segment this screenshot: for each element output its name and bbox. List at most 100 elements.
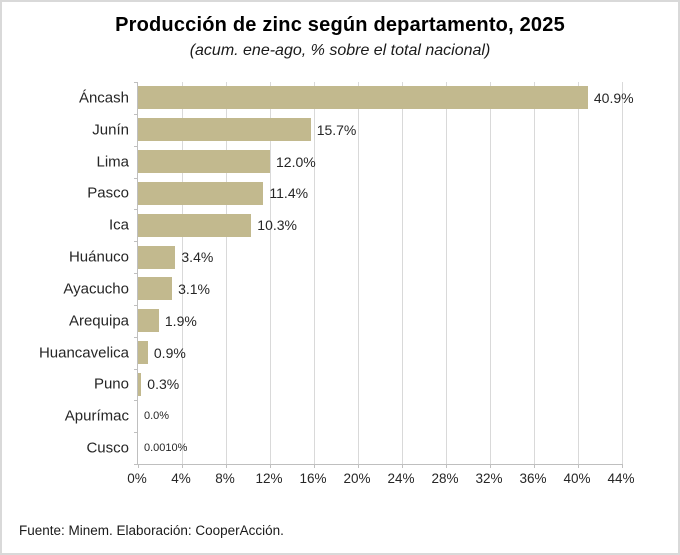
bar bbox=[138, 181, 264, 205]
bar bbox=[138, 245, 176, 269]
y-axis-tick bbox=[134, 368, 138, 370]
category-label: Cusco bbox=[86, 439, 129, 457]
bar-value-label: 40.9% bbox=[593, 89, 634, 106]
x-axis-tick bbox=[490, 464, 491, 468]
bar-value-label: 3.1% bbox=[178, 280, 211, 297]
y-axis-tick bbox=[134, 82, 138, 83]
y-axis-tick bbox=[134, 336, 138, 338]
category-label: Junín bbox=[92, 121, 129, 139]
x-axis-tick-label: 36% bbox=[519, 471, 547, 486]
bar bbox=[138, 341, 148, 365]
bar bbox=[138, 277, 173, 301]
x-axis-tick-label: 28% bbox=[431, 471, 459, 486]
y-axis-tick bbox=[134, 113, 138, 115]
x-axis-tick-label: 40% bbox=[563, 471, 591, 486]
x-axis: 0% 4% 8% 12% 16% 20% 24% 28% 32% 36% 40% 44% bbox=[127, 471, 634, 489]
bar bbox=[138, 118, 311, 142]
bar bbox=[138, 150, 270, 174]
y-axis-tick bbox=[134, 304, 138, 306]
bar-value-label: 0.3% bbox=[147, 376, 180, 393]
x-axis-tick-label: 24% bbox=[387, 471, 415, 486]
chart-title: Producción de zinc según departamento, 2… bbox=[115, 14, 565, 36]
y-axis-tick bbox=[134, 432, 138, 434]
y-axis-tick bbox=[134, 464, 138, 465]
category-label: Ica bbox=[108, 216, 129, 234]
x-axis-tick-label: 4% bbox=[171, 471, 191, 486]
bar-row: Puno 0.3% bbox=[94, 369, 622, 401]
gridline bbox=[402, 82, 403, 464]
bar-value-label: 11.4% bbox=[269, 185, 309, 202]
category-label: Apurímac bbox=[64, 407, 129, 425]
y-axis-tick bbox=[134, 145, 138, 147]
x-axis-tick bbox=[226, 464, 227, 468]
bar-row: Áncash 40.9% bbox=[79, 82, 634, 114]
category-label: Arequipa bbox=[68, 312, 129, 330]
x-axis-tick bbox=[358, 464, 359, 468]
bar-row: Apurímac 0.0% bbox=[65, 400, 622, 432]
gridline bbox=[622, 82, 623, 464]
bar-value-label: 0.9% bbox=[153, 344, 186, 361]
x-axis-tick-label: 0% bbox=[127, 471, 147, 486]
y-axis-tick bbox=[134, 177, 138, 179]
gridline bbox=[578, 82, 579, 464]
bar-value-label: 0.0% bbox=[144, 410, 170, 423]
gridline bbox=[490, 82, 491, 464]
gridline bbox=[358, 82, 359, 464]
chart-subtitle: (acum. ene-ago, % sobre el total naciona… bbox=[189, 42, 491, 59]
bar-row: Lima 12.0% bbox=[96, 146, 622, 178]
bar-row: Cusco 0.0010% bbox=[86, 432, 622, 464]
gridline bbox=[534, 82, 535, 464]
source-note: Fuente: Minem. Elaboración: CooperAcción… bbox=[19, 523, 284, 538]
bar-value-label: 3.4% bbox=[181, 249, 214, 266]
y-axis-tick bbox=[134, 241, 138, 243]
category-label: Pasco bbox=[87, 184, 129, 202]
x-axis-tick-label: 12% bbox=[255, 471, 283, 486]
gridline bbox=[270, 82, 271, 464]
category-label: Lima bbox=[96, 153, 129, 171]
gridline bbox=[314, 82, 315, 464]
bar-row: Ica 10.3% bbox=[109, 209, 622, 241]
x-axis-tick bbox=[182, 464, 183, 468]
x-axis-tick-label: 16% bbox=[299, 471, 327, 486]
x-axis-tick bbox=[402, 464, 403, 468]
bar-row: Huancavelica 0.9% bbox=[39, 337, 622, 369]
y-axis-tick bbox=[134, 400, 138, 402]
bar-value-label: 1.9% bbox=[164, 312, 197, 329]
category-label: Áncash bbox=[78, 89, 129, 107]
bar bbox=[138, 86, 588, 110]
x-axis-tick-label: 20% bbox=[343, 471, 371, 486]
gridline bbox=[182, 82, 183, 464]
x-axis-tick bbox=[446, 464, 447, 468]
bar-value-label: 10.3% bbox=[257, 217, 297, 234]
bar-row: Ayacucho 3.1% bbox=[63, 273, 622, 305]
category-label: Puno bbox=[93, 375, 129, 393]
x-axis-tick bbox=[314, 464, 315, 468]
x-axis-tick-label: 8% bbox=[215, 471, 235, 486]
bar bbox=[138, 309, 159, 333]
bar bbox=[138, 372, 142, 396]
bar-row: Pasco 11.4% bbox=[87, 178, 622, 210]
bar-value-label: 0.0010% bbox=[144, 442, 188, 455]
category-label: Ayacucho bbox=[63, 280, 129, 298]
bar-row: Arequipa 1.9% bbox=[69, 305, 622, 337]
bar-value-label: 12.0% bbox=[276, 153, 316, 170]
y-axis-tick bbox=[134, 209, 138, 211]
y-axis-tick bbox=[134, 273, 138, 274]
gridline bbox=[226, 82, 227, 464]
bar-row: Junín 15.7% bbox=[92, 114, 622, 146]
x-axis-tick bbox=[578, 464, 579, 468]
plot-area: Áncash 40.9% Junín 15.7% Lima 12.0% Pasco 11.4%… bbox=[39, 82, 634, 468]
category-label: Huánuco bbox=[68, 248, 129, 266]
x-axis-tick bbox=[622, 464, 623, 468]
bar bbox=[138, 213, 252, 237]
bar-row: Huánuco 3.4% bbox=[69, 241, 622, 273]
x-axis-tick bbox=[138, 464, 139, 468]
x-axis-tick-label: 44% bbox=[607, 471, 635, 486]
gridline bbox=[446, 82, 447, 464]
x-axis-tick bbox=[270, 464, 271, 468]
category-label: Huancavelica bbox=[38, 344, 129, 362]
x-axis-tick bbox=[534, 464, 535, 468]
x-axis-tick-label: 32% bbox=[475, 471, 503, 486]
bar-value-label: 15.7% bbox=[316, 121, 357, 138]
